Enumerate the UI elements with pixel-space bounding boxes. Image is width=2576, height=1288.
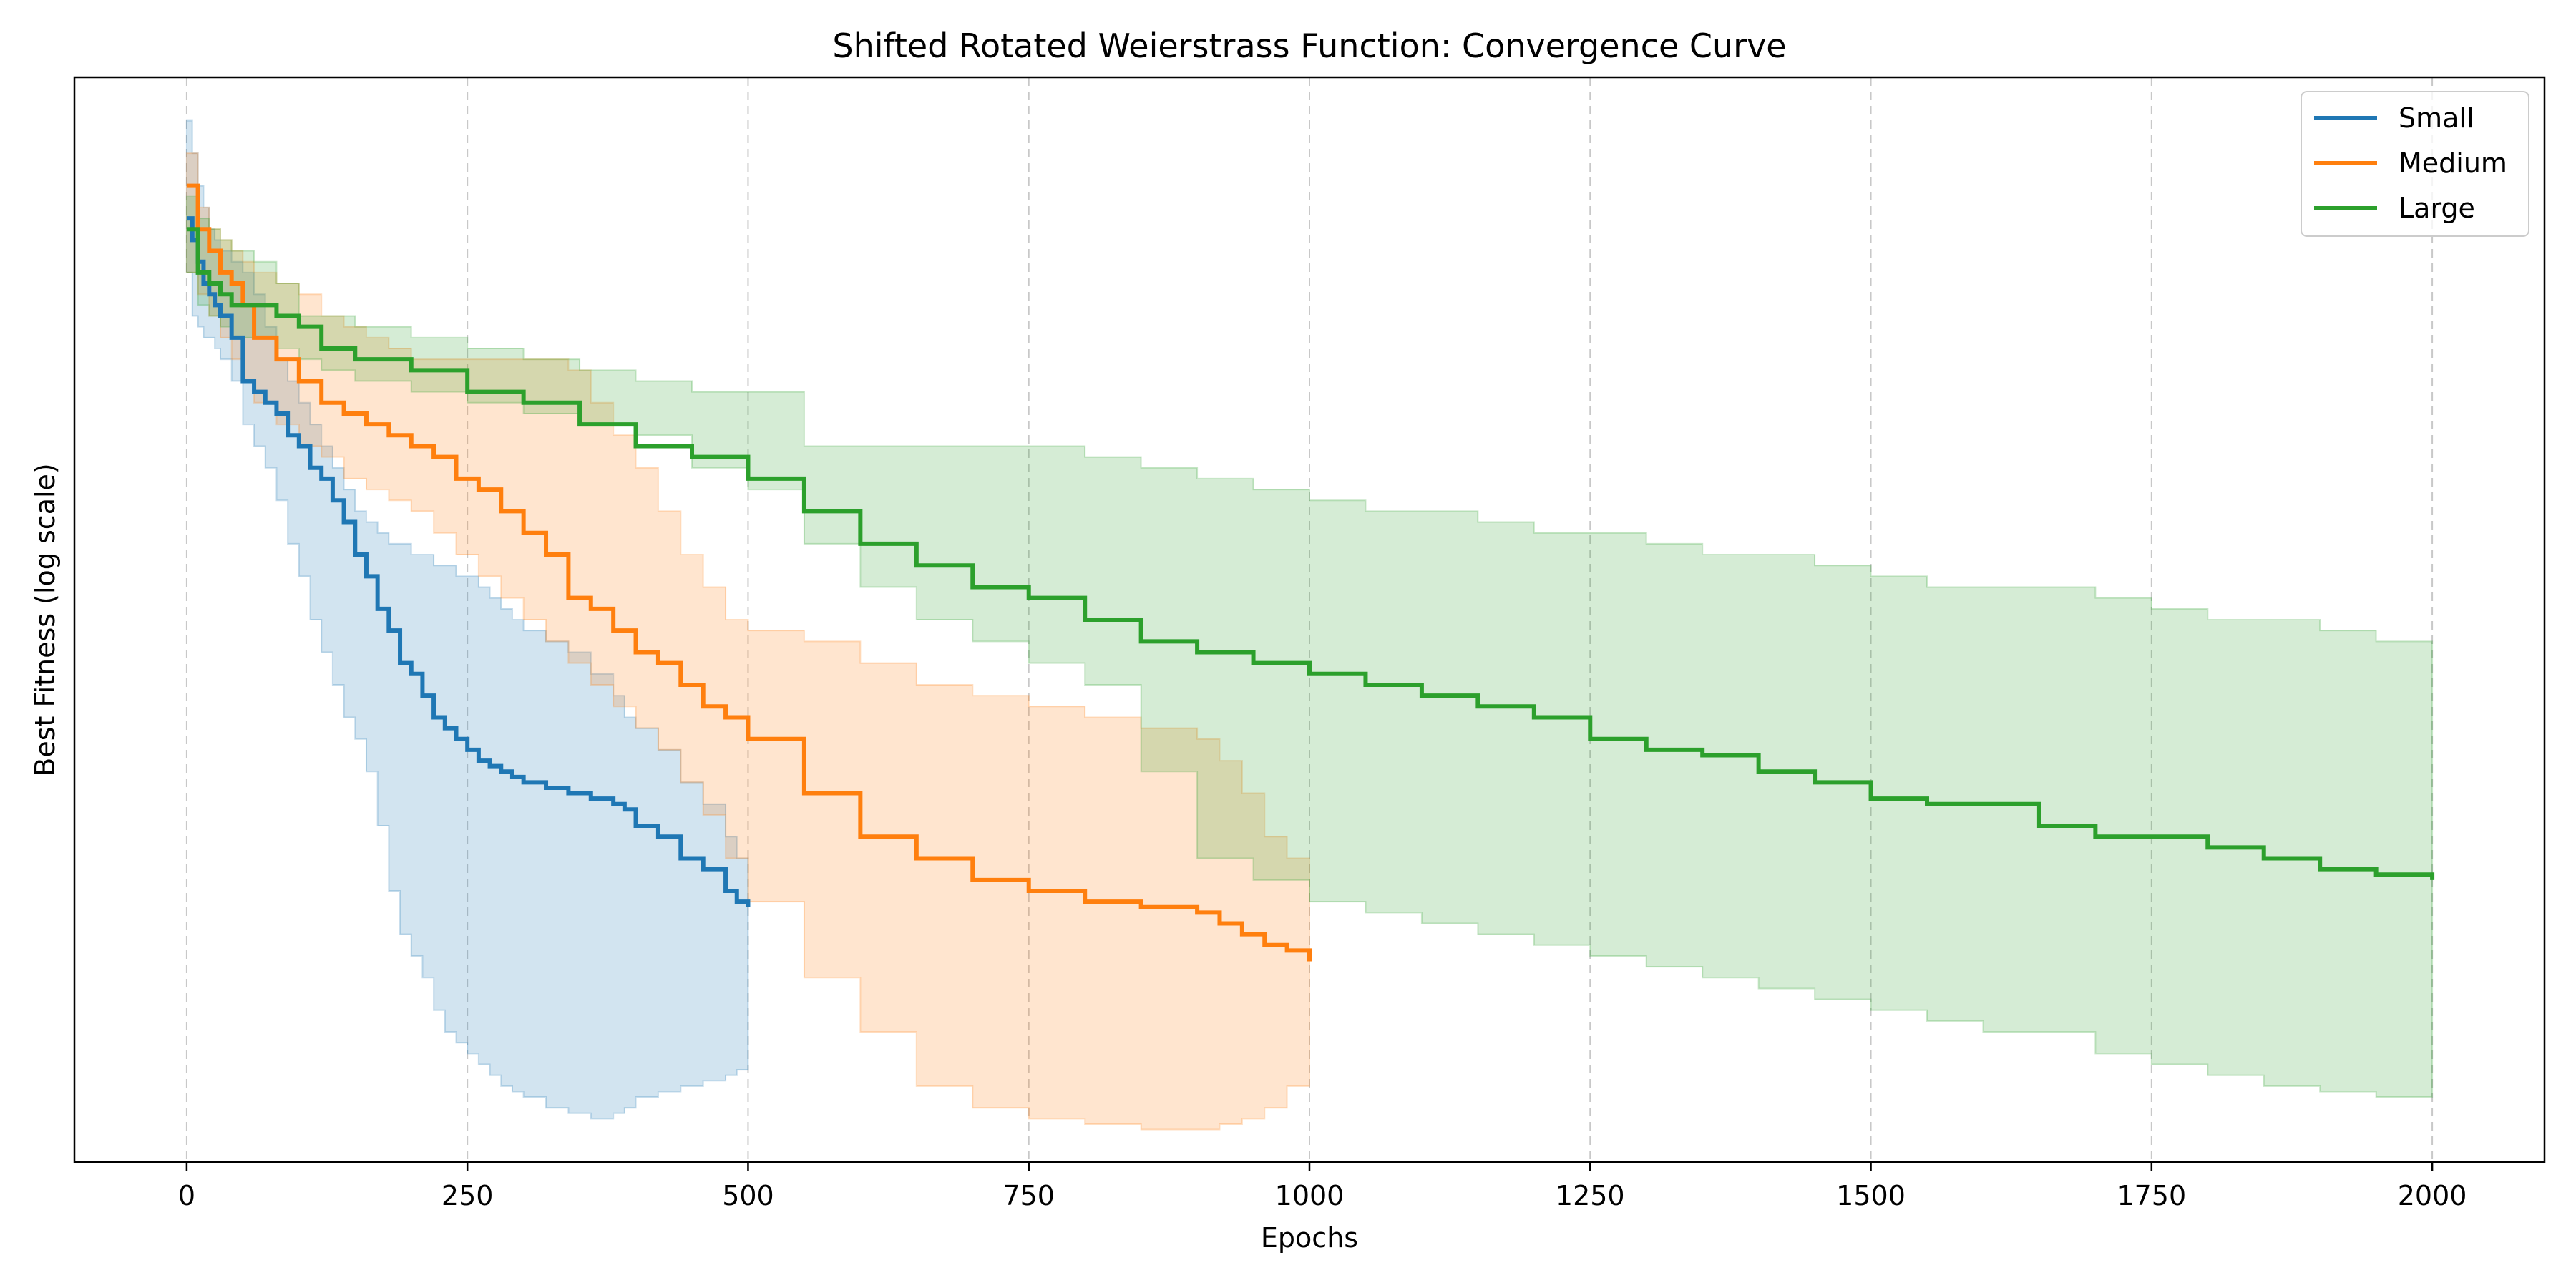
- series-lines: [186, 183, 2435, 962]
- chart-title: Shifted Rotated Weierstrass Function: Co…: [832, 26, 1786, 65]
- x-axis-label: Epochs: [1261, 1222, 1358, 1254]
- x-tick-label-1750: 1750: [2117, 1180, 2186, 1211]
- y-axis-label: Best Fitness (log scale): [29, 463, 61, 776]
- band-large: [185, 195, 2434, 1098]
- x-tick-label-2000: 2000: [2398, 1180, 2467, 1211]
- line-large: [186, 227, 2435, 880]
- x-tick-label-750: 750: [1002, 1180, 1055, 1211]
- x-axis-ticks: 0 250 500 750 1000 1250 1500 1750 2000: [178, 1162, 2467, 1211]
- legend-label-large: Large: [2399, 192, 2475, 224]
- legend-label-small: Small: [2399, 102, 2474, 134]
- line-medium: [186, 183, 1312, 962]
- x-tick-label-500: 500: [722, 1180, 774, 1211]
- x-tick-label-1250: 1250: [1556, 1180, 1625, 1211]
- line-small: [186, 216, 751, 907]
- legend: Small Medium Large: [2301, 91, 2529, 237]
- grid-lines: [185, 77, 2434, 1162]
- x-tick-label-250: 250: [441, 1180, 494, 1211]
- band-small: [185, 119, 749, 1120]
- x-tick-label-1000: 1000: [1275, 1180, 1345, 1211]
- legend-label-medium: Medium: [2399, 147, 2507, 179]
- legend-box: [2301, 91, 2529, 237]
- x-tick-label-0: 0: [178, 1180, 195, 1211]
- x-tick-label-1500: 1500: [1836, 1180, 1906, 1211]
